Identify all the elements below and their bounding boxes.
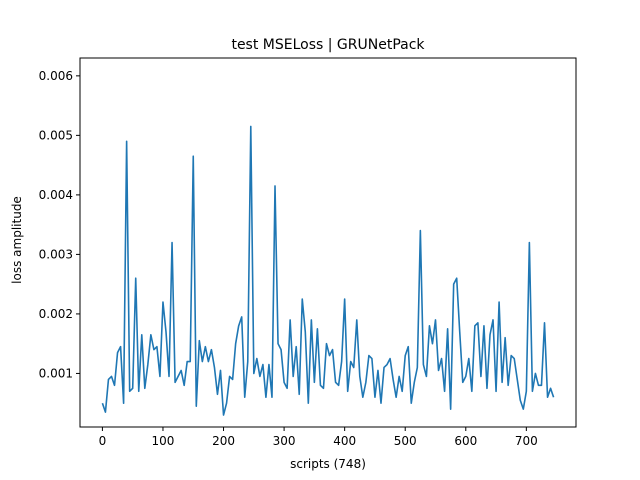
axes-frame bbox=[79, 57, 577, 428]
x-tick-label: 500 bbox=[394, 434, 417, 448]
x-tick-label: 100 bbox=[152, 434, 175, 448]
chart-title: test MSELoss | GRUNetPack bbox=[231, 37, 425, 53]
x-tick-label: 700 bbox=[515, 434, 538, 448]
y-tick-label: 0.004 bbox=[39, 188, 73, 202]
x-tick-label: 400 bbox=[333, 434, 356, 448]
x-tick-label: 200 bbox=[212, 434, 235, 448]
y-tick-label: 0.001 bbox=[39, 366, 73, 380]
plot-area bbox=[79, 57, 577, 428]
y-tick-label: 0.005 bbox=[39, 128, 73, 142]
series-line bbox=[101, 125, 555, 416]
y-axis: 0.001 0.002 0.003 0.004 0.005 0.006 bbox=[39, 69, 80, 380]
y-tick-label: 0.003 bbox=[39, 247, 73, 261]
x-tick-label: 300 bbox=[273, 434, 296, 448]
y-tick-label: 0.002 bbox=[39, 307, 73, 321]
y-axis-label: loss amplitude bbox=[10, 196, 24, 284]
x-axis: 0 100 200 300 400 500 600 700 bbox=[99, 427, 538, 448]
x-tick-label: 600 bbox=[454, 434, 477, 448]
y-tick-label: 0.006 bbox=[39, 69, 73, 83]
x-axis-label: scripts (748) bbox=[290, 457, 366, 471]
x-tick-label: 0 bbox=[99, 434, 107, 448]
